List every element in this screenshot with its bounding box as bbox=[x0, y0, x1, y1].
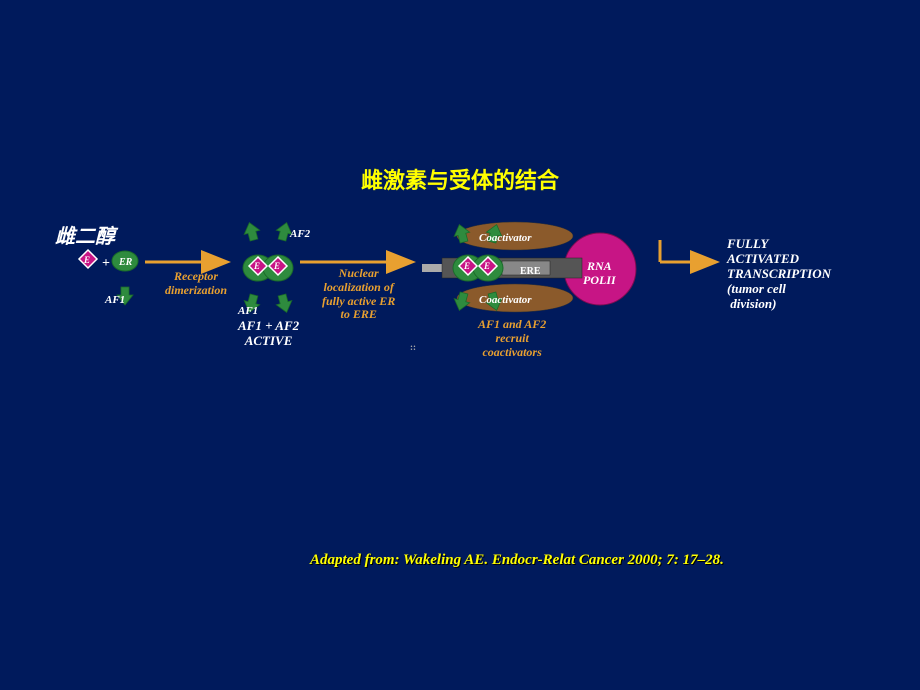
label-af1-left: AF1 bbox=[105, 294, 125, 307]
label-af1-center: AF1 bbox=[238, 305, 258, 318]
label-er: ER bbox=[119, 257, 132, 269]
label-af2-center: AF2 bbox=[290, 228, 310, 241]
label-rna-polii: RNA POLII bbox=[583, 260, 616, 288]
label-nuclear-localization: Nuclear localization of fully active ER … bbox=[322, 267, 395, 322]
label-coactivator-bot: Coactivator bbox=[479, 294, 532, 307]
label-ere: ERE bbox=[520, 266, 541, 278]
label-e-0: E bbox=[254, 261, 260, 271]
label-e-3: E bbox=[484, 261, 490, 271]
label-receptor-dimerization: Receptor dimerization bbox=[165, 270, 227, 298]
slide-title: 雌激素与受体的结合 bbox=[0, 163, 920, 195]
label-fully-activated: FULLY ACTIVATED TRANSCRIPTION (tumor cel… bbox=[727, 237, 831, 312]
marker-dots: :: bbox=[410, 342, 416, 352]
label-e-diamond: E bbox=[84, 255, 90, 265]
label-af-recruit: AF1 and AF2 recruit coactivators bbox=[478, 318, 546, 359]
label-af-active: AF1 + AF2 ACTIVE bbox=[238, 319, 299, 349]
label-coactivator-top: Coactivator bbox=[479, 232, 532, 245]
label-estradiol: 雌二醇 bbox=[55, 226, 115, 249]
diagram-canvas bbox=[0, 0, 920, 690]
label-e-1: E bbox=[274, 261, 280, 271]
label-plus: + bbox=[102, 256, 110, 272]
label-e-2: E bbox=[464, 261, 470, 271]
